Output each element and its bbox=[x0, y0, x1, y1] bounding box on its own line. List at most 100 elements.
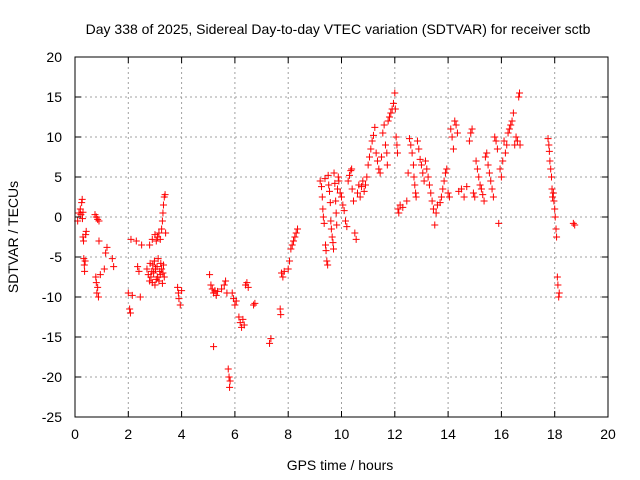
data-point bbox=[235, 313, 243, 321]
data-point bbox=[96, 271, 104, 279]
data-point bbox=[94, 293, 102, 301]
y-tick-label: 15 bbox=[46, 89, 62, 105]
data-point bbox=[80, 261, 88, 269]
data-point bbox=[429, 205, 437, 213]
data-point bbox=[226, 383, 234, 391]
data-point bbox=[431, 221, 439, 229]
data-point bbox=[251, 299, 259, 307]
data-point bbox=[488, 185, 496, 193]
axis-ticks bbox=[74, 56, 609, 418]
data-point bbox=[335, 177, 343, 185]
data-point bbox=[178, 287, 186, 295]
data-point bbox=[513, 137, 521, 145]
data-point bbox=[393, 141, 401, 149]
data-point bbox=[162, 229, 170, 237]
data-point bbox=[379, 129, 387, 137]
data-point bbox=[135, 267, 143, 275]
data-point bbox=[436, 199, 444, 207]
data-point bbox=[480, 197, 488, 205]
data-point bbox=[326, 199, 334, 207]
data-point bbox=[319, 213, 327, 221]
data-point bbox=[375, 165, 383, 173]
data-point bbox=[329, 239, 337, 247]
data-point bbox=[392, 133, 400, 141]
data-point bbox=[108, 255, 116, 263]
data-point bbox=[550, 197, 558, 205]
data-point bbox=[387, 109, 395, 117]
data-point bbox=[240, 321, 248, 329]
data-point bbox=[428, 197, 436, 205]
data-point bbox=[377, 153, 385, 161]
data-point bbox=[78, 215, 86, 223]
data-point bbox=[210, 343, 218, 351]
data-point bbox=[324, 261, 332, 269]
data-point bbox=[212, 291, 220, 299]
data-point bbox=[548, 173, 556, 181]
data-point bbox=[95, 237, 103, 245]
data-point bbox=[427, 189, 435, 197]
data-point bbox=[416, 155, 424, 163]
data-point bbox=[154, 255, 162, 263]
data-point bbox=[516, 141, 524, 149]
data-point bbox=[338, 193, 345, 201]
data-point bbox=[75, 209, 83, 217]
data-point bbox=[405, 135, 413, 143]
data-point bbox=[336, 189, 344, 197]
data-point bbox=[389, 99, 397, 107]
data-point bbox=[175, 295, 183, 303]
data-point bbox=[551, 205, 559, 213]
data-point bbox=[243, 279, 251, 287]
data-point bbox=[149, 261, 157, 269]
data-point bbox=[477, 185, 485, 193]
data-point bbox=[92, 273, 100, 281]
data-point bbox=[483, 149, 491, 157]
data-point bbox=[330, 169, 338, 177]
data-point bbox=[322, 247, 330, 255]
data-point bbox=[138, 241, 146, 249]
data-point bbox=[341, 217, 349, 225]
data-point bbox=[408, 149, 416, 157]
data-point bbox=[326, 187, 334, 195]
data-point bbox=[499, 157, 507, 165]
data-point bbox=[159, 269, 167, 277]
data-point bbox=[266, 339, 274, 347]
data-point bbox=[546, 157, 554, 165]
data-point bbox=[239, 315, 247, 323]
data-point bbox=[332, 197, 340, 205]
data-point bbox=[411, 181, 419, 189]
data-point bbox=[160, 273, 168, 281]
data-point bbox=[495, 219, 503, 227]
data-point bbox=[286, 257, 294, 265]
data-point bbox=[321, 175, 329, 183]
data-point bbox=[318, 183, 326, 191]
data-point bbox=[244, 283, 252, 291]
data-point bbox=[489, 193, 497, 201]
data-point bbox=[333, 221, 341, 229]
data-point bbox=[288, 241, 296, 249]
x-tick-label: 14 bbox=[440, 426, 456, 442]
data-point bbox=[481, 153, 489, 161]
data-point bbox=[128, 291, 136, 299]
data-point bbox=[155, 229, 163, 237]
data-point bbox=[384, 117, 392, 125]
data-point bbox=[475, 173, 483, 181]
data-point bbox=[232, 297, 240, 305]
data-point bbox=[292, 229, 300, 237]
data-point bbox=[277, 311, 285, 319]
x-tick-label: 6 bbox=[231, 426, 239, 442]
data-point bbox=[80, 237, 88, 245]
data-point bbox=[150, 257, 158, 265]
data-point bbox=[497, 173, 505, 181]
data-point bbox=[409, 161, 417, 169]
data-point bbox=[276, 305, 284, 313]
data-point bbox=[218, 285, 226, 293]
data-point bbox=[371, 123, 379, 131]
data-point bbox=[571, 221, 579, 229]
data-point bbox=[148, 235, 156, 243]
data-points bbox=[74, 89, 579, 391]
data-point bbox=[394, 205, 402, 213]
data-point bbox=[439, 185, 447, 193]
data-point bbox=[415, 145, 423, 153]
data-point bbox=[487, 177, 495, 185]
y-tick-label: -20 bbox=[42, 369, 62, 385]
